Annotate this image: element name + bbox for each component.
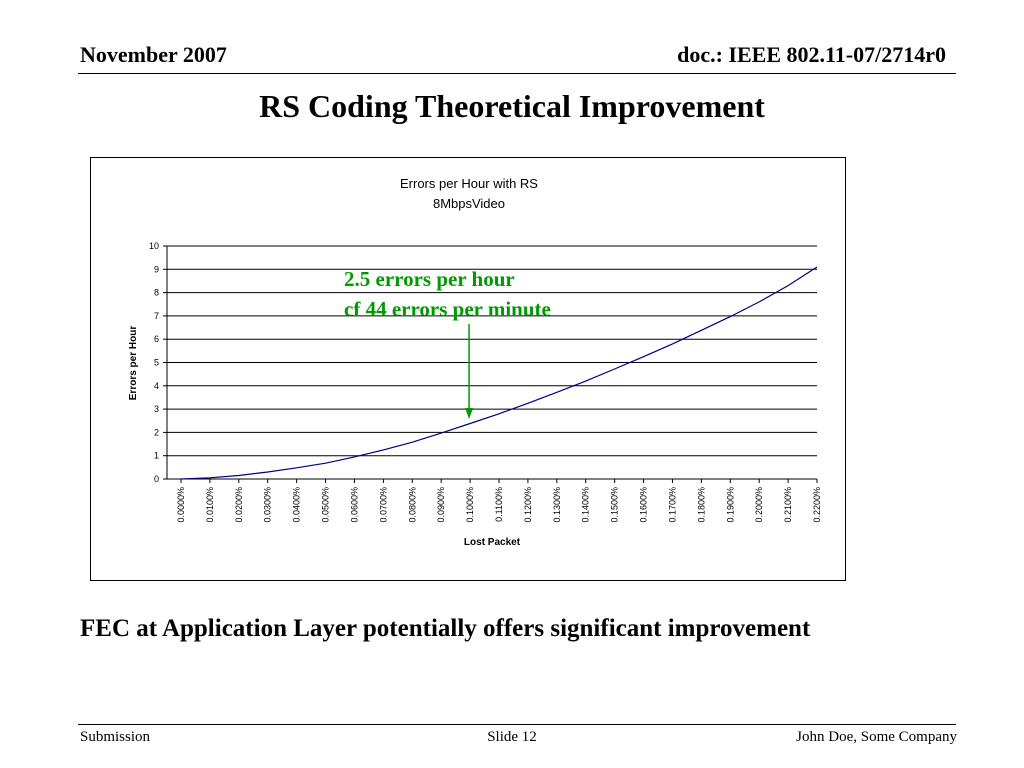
x-tick-label: 0.1700% — [667, 487, 677, 523]
y-tick-label: 6 — [154, 334, 159, 344]
annotation-arrowhead — [465, 408, 474, 419]
y-tick-label: 7 — [154, 311, 159, 321]
x-tick-label: 0.0000% — [176, 487, 186, 523]
x-tick-label: 0.1500% — [610, 487, 620, 523]
x-tick-label: 0.2200% — [812, 487, 822, 523]
header-date: November 2007 — [80, 42, 227, 67]
series-line — [180, 266, 818, 480]
x-tick-label: 0.0300% — [263, 487, 273, 523]
line-chart: Errors per Hour with RS 8MbpsVideo 0 1 2 3 4 5 6… — [128, 176, 822, 548]
y-tick-label: 2 — [154, 427, 159, 437]
chart-title: Errors per Hour with RS — [400, 176, 538, 191]
y-tick-label: 3 — [154, 404, 159, 414]
x-tick-label: 0.0900% — [436, 487, 446, 523]
y-tick-label: 1 — [154, 451, 159, 461]
x-tick-label: 0.0800% — [407, 487, 417, 523]
x-tick-label: 0.1200% — [523, 487, 533, 523]
annotation-line-2: cf 44 errors per minute — [344, 297, 551, 321]
y-tick-label: 10 — [149, 241, 159, 251]
x-tick-label: 0.1800% — [696, 487, 706, 523]
header-doc-id: doc.: IEEE 802.11-07/2714r0 — [677, 42, 946, 67]
x-tick-label: 0.0700% — [378, 487, 388, 523]
y-tick-label: 0 — [154, 474, 159, 484]
x-tick-label: 0.0400% — [292, 487, 302, 523]
chart-subtitle: 8MbpsVideo — [433, 196, 505, 211]
y-tick-label: 4 — [154, 381, 159, 391]
x-tick-label: 0.1900% — [725, 487, 735, 523]
x-tick-label: 0.2000% — [754, 487, 764, 523]
footer-submission: Submission — [80, 729, 151, 745]
footer-author: John Doe, Some Company — [796, 729, 957, 745]
x-tick-label: 0.1000% — [465, 487, 475, 523]
footer-slide-number: Slide 12 — [487, 729, 537, 745]
x-tick-label: 0.2100% — [783, 487, 793, 523]
slide-title: RS Coding Theoretical Improvement — [259, 88, 765, 124]
x-axis-title: Lost Packet — [464, 537, 521, 548]
y-tick-label: 5 — [154, 358, 159, 368]
x-tick-label: 0.0200% — [234, 487, 244, 523]
x-tick-label: 0.1100% — [494, 487, 504, 522]
y-tick-label: 9 — [154, 264, 159, 274]
footer-divider — [78, 724, 956, 725]
y-axis-title: Errors per Hour — [128, 326, 139, 401]
chart-container: Errors per Hour with RS 8MbpsVideo 0 1 2 3 4 5 6… — [90, 157, 846, 581]
x-tick-label: 0.0500% — [321, 487, 331, 523]
slide-subtitle: FEC at Application Layer potentially off… — [80, 615, 811, 642]
header-divider — [78, 73, 956, 74]
x-tick-label: 0.0600% — [349, 487, 359, 523]
y-tick-label: 8 — [154, 288, 159, 298]
annotation-line-1: 2.5 errors per hour — [344, 267, 515, 291]
x-tick-label: 0.1600% — [639, 487, 649, 523]
x-tick-label: 0.1400% — [581, 487, 591, 523]
x-tick-label: 0.0100% — [205, 487, 215, 523]
x-tick-label: 0.1300% — [552, 487, 562, 523]
chart-annotation: 2.5 errors per hour cf 44 errors per min… — [344, 264, 551, 324]
